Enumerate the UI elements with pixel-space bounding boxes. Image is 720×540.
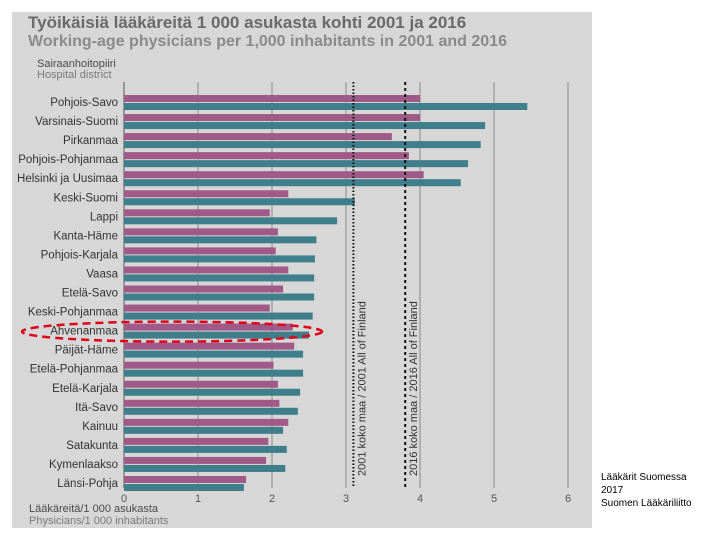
bar-2016: [124, 426, 284, 434]
bar-2001: [124, 228, 278, 236]
category-label: Keski-Suomi: [53, 192, 118, 204]
category-label: Pohjois-Karjala: [41, 249, 119, 261]
category-label: Etelä-Savo: [62, 288, 118, 300]
source-footer: Lääkärit Suomessa 2017 Suomen Lääkärilii…: [601, 471, 692, 510]
bar-2016: [124, 217, 338, 225]
bar-2001: [124, 380, 278, 388]
x-axis-label-en: Physicians/1 000 inhabitants: [29, 515, 169, 527]
bar-2016: [124, 122, 486, 130]
bar-2001: [124, 323, 293, 331]
bar-2016: [124, 388, 301, 396]
category-label: Pohjois-Pohjanmaa: [18, 154, 118, 166]
bar-2001: [124, 152, 409, 160]
bar-2016: [124, 255, 315, 263]
bar-2001: [124, 209, 270, 217]
bar-2016: [124, 103, 528, 110]
bar-2001: [124, 133, 392, 141]
bar-2016: [124, 331, 309, 339]
category-label: Länsi-Pohja: [57, 478, 118, 490]
category-label: Lappi: [90, 211, 118, 223]
bar-2016: [124, 369, 304, 377]
x-tick-label: 2: [269, 493, 275, 505]
bar-2001: [124, 342, 295, 350]
category-label: Pirkanmaa: [63, 135, 119, 147]
bar-2016: [124, 198, 355, 206]
category-label: Itä-Savo: [75, 402, 118, 414]
category-label: Ahvenanmaa: [50, 326, 118, 338]
footer-line-3: Suomen Lääkäriliitto: [601, 498, 692, 509]
bar-2001: [124, 418, 289, 426]
category-label: Vaasa: [86, 268, 118, 280]
category-header-en: Hospital district: [37, 69, 112, 81]
category-label: Etelä-Karjala: [52, 383, 118, 395]
footer-line-1: Lääkärit Suomessa: [601, 472, 687, 483]
bar-2016: [124, 407, 298, 415]
x-tick-label: 1: [195, 493, 201, 505]
category-label: Keski-Pohjanmaa: [28, 307, 119, 319]
bar-2016: [124, 236, 317, 244]
bar-2001: [124, 247, 276, 255]
footer-line-2: 2017: [601, 485, 624, 496]
highlight-ellipse: [20, 320, 324, 343]
category-label: Kainuu: [82, 421, 118, 433]
bar-2016: [124, 312, 313, 320]
bar-2001: [124, 171, 424, 179]
x-tick-label: 5: [491, 493, 497, 505]
bar-2001: [124, 266, 289, 274]
category-label: Päijät-Häme: [55, 345, 118, 357]
bar-2001: [124, 285, 284, 293]
bar-2001: [124, 399, 280, 407]
reference-line-label: 2016 koko maa / 2016 All of Finland: [408, 301, 420, 476]
category-label: Kanta-Häme: [53, 230, 118, 242]
category-label: Pohjois-Savo: [50, 97, 118, 109]
bar-2016: [124, 179, 461, 187]
bar-2016: [124, 445, 287, 453]
reference-line-label: 2001 koko maa / 2001 All of Finland: [356, 301, 368, 476]
bar-2001: [124, 95, 420, 102]
bar-2016: [124, 464, 286, 472]
x-tick-label: 4: [417, 493, 423, 505]
category-label: Varsinais-Suomi: [35, 116, 118, 128]
chart-title: Työikäisiä lääkäreitä 1 000 asukasta koh…: [28, 13, 467, 32]
bar-2001: [124, 476, 247, 483]
bar-2001: [124, 437, 269, 445]
category-label: Helsinki ja Uusimaa: [17, 173, 119, 185]
bar-2016: [124, 141, 481, 149]
bar-chart-plot: 0 1 2 3 4 5 6 Pohjois-Savo Varsinais-Suomi Pirkan…: [17, 82, 571, 505]
chart-subtitle: Working-age physicians per 1,000 inhabit…: [28, 33, 507, 50]
bar-2001: [124, 304, 270, 312]
category-label: Satakunta: [66, 440, 118, 452]
bar-2016: [124, 274, 315, 282]
x-tick-label: 3: [343, 493, 349, 505]
x-axis-label-fi: Lääkäreitä/1 000 asukasta: [29, 503, 159, 515]
bar-2001: [124, 361, 274, 369]
x-tick-label: 6: [565, 493, 571, 505]
bar-2016: [124, 293, 315, 301]
chart-panel: Työikäisiä lääkäreitä 1 000 asukasta koh…: [12, 12, 592, 528]
bar-2001: [124, 190, 289, 198]
x-tick-label: 0: [121, 493, 127, 505]
bar-2016: [124, 350, 304, 358]
category-label: Kymenlaakso: [49, 459, 118, 471]
bar-2001: [124, 456, 267, 464]
category-header-fi: Sairaanhoitopiiri: [37, 58, 116, 70]
bar-2016: [124, 484, 244, 491]
category-label: Etelä-Pohjanmaa: [30, 364, 119, 376]
bar-2001: [124, 114, 420, 122]
bar-2016: [124, 160, 469, 168]
